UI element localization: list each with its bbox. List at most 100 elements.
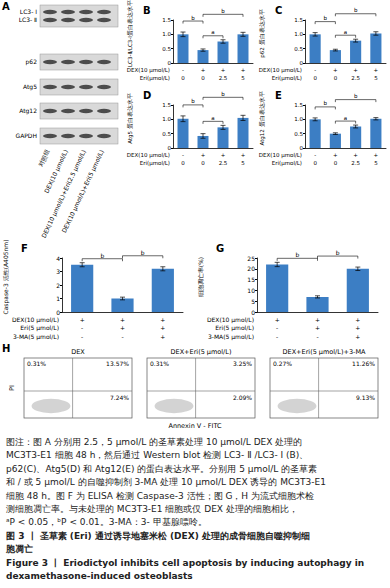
svg-text:0.31%: 0.31%: [27, 360, 46, 367]
svg-text:-: -: [81, 333, 83, 340]
svg-text:+: +: [160, 324, 165, 331]
svg-text:+: +: [241, 67, 246, 73]
svg-text:7.24%: 7.24%: [110, 394, 129, 401]
svg-text:b: b: [221, 91, 225, 97]
svg-text:9.13%: 9.13%: [356, 394, 375, 401]
svg-text:H: H: [2, 343, 10, 354]
svg-text:-: -: [276, 333, 278, 340]
svg-text:a: a: [211, 115, 214, 121]
svg-text:0: 0: [201, 160, 205, 166]
svg-text:+: +: [120, 316, 125, 323]
svg-text:0: 0: [313, 160, 317, 166]
svg-text:4: 4: [56, 255, 60, 262]
svg-text:b: b: [221, 8, 225, 14]
svg-text:b: b: [141, 249, 145, 256]
svg-text:GAPDH: GAPDH: [15, 132, 37, 139]
svg-text:p62: p62: [26, 58, 38, 66]
svg-text:0.5: 0.5: [294, 46, 303, 52]
svg-text:1.0: 1.0: [294, 31, 303, 37]
svg-text:+: +: [160, 316, 165, 323]
svg-text:1.5: 1.5: [162, 17, 171, 23]
svg-text:-: -: [182, 152, 184, 158]
svg-text:LC3- Ⅰ: LC3- Ⅰ: [20, 8, 37, 15]
svg-text:Atg12: Atg12: [19, 107, 37, 115]
svg-text:1.5: 1.5: [162, 102, 171, 108]
svg-text:+: +: [201, 67, 206, 73]
svg-text:25: 25: [247, 255, 255, 262]
svg-text:0: 0: [56, 309, 60, 316]
svg-text:C: C: [275, 5, 282, 16]
svg-text:15: 15: [247, 276, 255, 283]
svg-text:+: +: [275, 316, 280, 323]
svg-text:+: +: [374, 152, 379, 158]
svg-text:0.5: 0.5: [162, 46, 171, 52]
svg-text:-: -: [316, 333, 318, 340]
svg-text:PI: PI: [8, 385, 16, 391]
svg-text:0.5: 0.5: [162, 131, 171, 137]
svg-text:5: 5: [241, 75, 245, 81]
svg-text:b: b: [191, 98, 195, 104]
svg-text:+: +: [120, 324, 125, 331]
svg-text:LC3- Ⅱ: LC3- Ⅱ: [19, 16, 37, 23]
svg-text:2: 2: [56, 282, 60, 289]
svg-text:B: B: [143, 5, 151, 16]
svg-text:+: +: [80, 316, 85, 323]
svg-text:Eri(μmol/L): Eri(μmol/L): [272, 75, 302, 82]
svg-text:DEX(10 μmol/L): DEX(10 μmol/L): [127, 152, 170, 159]
svg-text:3: 3: [56, 268, 60, 275]
svg-text:5: 5: [241, 160, 245, 166]
svg-text:b: b: [324, 100, 328, 106]
svg-text:+: +: [315, 316, 320, 323]
svg-text:+: +: [221, 67, 226, 73]
svg-text:+: +: [355, 324, 360, 331]
svg-text:+: +: [374, 67, 379, 73]
svg-text:+: +: [201, 152, 206, 158]
svg-text:+: +: [355, 333, 360, 340]
svg-text:0: 0: [181, 160, 185, 166]
svg-text:1.0: 1.0: [294, 116, 303, 122]
svg-text:1.5: 1.5: [294, 17, 303, 23]
svg-text:+: +: [333, 67, 338, 73]
svg-text:1.0: 1.0: [162, 116, 171, 122]
svg-text:b: b: [354, 93, 358, 99]
svg-text:细胞凋亡率(%): 细胞凋亡率(%): [197, 257, 204, 297]
svg-text:DEX(10 μmol/L): DEX(10 μmol/L): [259, 67, 302, 74]
svg-text:Annexin V - FITC: Annexin V - FITC: [168, 422, 222, 430]
svg-text:Caspase-3 活性(A405nm): Caspase-3 活性(A405nm): [2, 239, 10, 314]
svg-text:20: 20: [247, 265, 255, 272]
svg-text:Atg12 蛋白表达水平: Atg12 蛋白表达水平: [259, 91, 266, 145]
svg-text:p62 蛋白表达水平: p62 蛋白表达水平: [259, 9, 266, 57]
svg-text:DEX(10 μmol/L): DEX(10 μmol/L): [127, 67, 170, 74]
svg-text:E: E: [275, 90, 282, 101]
svg-text:DEX(10 μmol/L): DEX(10 μmol/L): [12, 316, 59, 324]
svg-text:-: -: [314, 152, 316, 158]
svg-text:G: G: [216, 243, 224, 254]
svg-text:F: F: [21, 243, 28, 254]
svg-text:+: +: [160, 333, 165, 340]
svg-text:5: 5: [374, 75, 378, 81]
svg-text:b: b: [295, 251, 299, 258]
svg-text:b: b: [336, 249, 340, 256]
svg-text:+: +: [333, 152, 338, 158]
svg-text:0.5: 0.5: [294, 131, 303, 137]
svg-text:0: 0: [168, 145, 172, 151]
svg-text:D: D: [143, 90, 151, 101]
svg-text:DEX(10 μmol/L): DEX(10 μmol/L): [259, 152, 302, 159]
svg-text:2.09%: 2.09%: [233, 394, 252, 401]
svg-text:0: 0: [334, 75, 338, 81]
svg-text:1: 1: [56, 295, 60, 302]
svg-text:b: b: [354, 7, 358, 13]
svg-text:1.0: 1.0: [162, 31, 171, 37]
svg-text:A: A: [2, 1, 10, 12]
svg-text:-: -: [314, 67, 316, 73]
svg-text:+: +: [353, 152, 358, 158]
svg-text:2.5: 2.5: [351, 160, 360, 166]
svg-text:-: -: [276, 324, 278, 331]
svg-text:3.25%: 3.25%: [233, 360, 252, 367]
svg-text:+: +: [221, 152, 226, 158]
svg-text:DEX: DEX: [71, 348, 85, 356]
svg-text:0: 0: [181, 75, 185, 81]
svg-text:Atg5: Atg5: [23, 83, 37, 91]
svg-text:-: -: [121, 333, 123, 340]
svg-text:LC3-Ⅱ/LC3-Ⅰ蛋白表达水平: LC3-Ⅱ/LC3-Ⅰ蛋白表达水平: [127, 0, 133, 67]
